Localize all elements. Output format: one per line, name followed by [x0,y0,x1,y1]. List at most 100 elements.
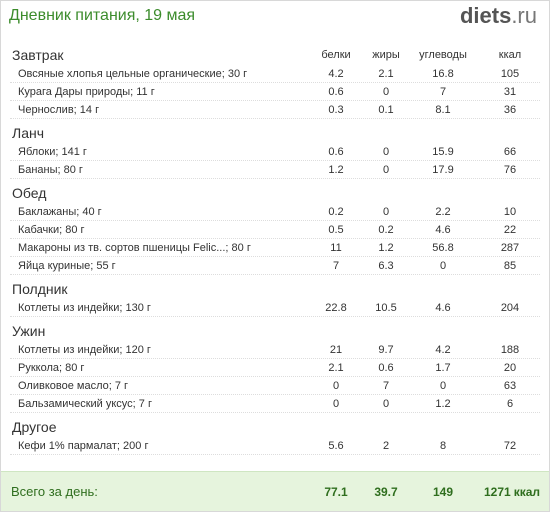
column-header: жиры [372,49,400,61]
nutrient-value: 8 [439,440,447,452]
logo-suffix[interactable]: .ru [511,3,537,28]
food-row: Котлеты из индейки; 130 г 22.8 10.5 4.6 204 [10,299,540,317]
food-name: Кабачки; 80 г [18,224,85,236]
food-name: Овсяные хлопья цельные органические; 30 … [18,68,248,80]
nutrient-value: 0 [332,398,340,410]
logo[interactable]: diets.ru [460,3,537,29]
total-value: 77.1 [324,485,348,499]
food-row: Яйца куриные; 55 г 7 6.3 0 85 [10,257,540,275]
food-name: Котлеты из индейки; 120 г [18,344,151,356]
nutrient-value: 22 [503,224,517,236]
nutrient-value: 8.1 [435,104,451,116]
nutrient-value: 20 [503,362,517,374]
meal-header: Обед [10,183,540,203]
nutrient-value: 10 [503,206,517,218]
food-row: Баклажаны; 40 г 0.2 0 2.2 10 [10,203,540,221]
title: Дневник питания, 19 мая [9,7,196,24]
total-kcal: 1271 [483,485,511,499]
food-name: Макароны из тв. сортов пшеницы Felic...;… [18,242,251,254]
total-unit: ккал [513,485,540,499]
meal-section: Ужин Котлеты из индейки; 120 г 21 9.7 4.2 188… [10,321,540,413]
food-row: Яблоки; 141 г 0.6 0 15.9 66 [10,143,540,161]
nutrient-value: 0 [382,398,390,410]
nutrient-value: 56.8 [432,242,454,254]
food-name: Бальзамический уксус; 7 г [18,398,152,410]
nutrient-value: 10.5 [375,302,397,314]
nutrient-value: 4.6 [435,302,451,314]
nutrient-value: 6.3 [378,260,394,272]
food-row: Руккола; 80 г 2.1 0.6 1.7 20 [10,359,540,377]
food-row: Овсяные хлопья цельные органические; 30 … [10,65,540,83]
food-name: Оливковое масло; 7 г [18,380,129,392]
nutrient-value: 188 [500,344,520,356]
nutrient-value: 0 [382,164,390,176]
column-header: углеводы [419,49,467,61]
nutrient-value: 76 [503,164,517,176]
logo-text[interactable]: diets [459,3,512,28]
nutrient-value: 36 [503,104,517,116]
nutrient-value: 22.8 [325,302,347,314]
meal-header: Другое [10,417,540,437]
food-row: Кабачки; 80 г 0.5 0.2 4.6 22 [10,221,540,239]
food-name: Бананы; 80 г [18,164,83,176]
nutrient-value: 4.6 [435,224,451,236]
meal-name: Завтрак [12,47,64,63]
nutrient-value: 0.2 [328,206,344,218]
meal-section: Завтрак белки жиры углеводы ккал Овсяные хлоп… [10,45,540,119]
nutrient-value: 0 [382,146,390,158]
nutrient-value: 0 [439,260,447,272]
nutrient-value: 0.6 [328,86,344,98]
meal-name: Другое [12,419,57,435]
meal-name: Полдник [12,281,68,297]
total-value: 1271 ккал [477,472,547,511]
nutrient-value: 31 [503,86,517,98]
nutrient-value: 1.7 [435,362,451,374]
nutrient-value: 4.2 [435,344,451,356]
meal-name: Обед [12,185,47,201]
food-row: Оливковое масло; 7 г 0 7 0 63 [10,377,540,395]
meal-header: Полдник [10,279,540,299]
food-row: Курага Дары природы; 11 г 0.6 0 7 31 [10,83,540,101]
nutrient-value: 0 [382,206,390,218]
food-name: Яйца куриные; 55 г [18,260,116,272]
total-label: Всего за день: [11,484,98,499]
meal-name: Ужин [12,323,46,339]
column-header: белки [321,49,351,61]
nutrient-value: 1.2 [378,242,394,254]
food-row: Котлеты из индейки; 120 г 21 9.7 4.2 188 [10,341,540,359]
meal-section: Обед Баклажаны; 40 г 0.2 0 2.2 10 Кабачки; 80 … [10,183,540,275]
nutrient-value: 0.1 [378,104,394,116]
nutrient-value: 0 [382,86,390,98]
nutrient-value: 0.5 [328,224,344,236]
nutrient-value: 1.2 [435,398,451,410]
nutrient-value: 0.3 [328,104,344,116]
nutrient-value: 2.1 [378,68,394,80]
meal-header: Ужин [10,321,540,341]
nutrient-value: 0.6 [328,146,344,158]
food-row: Чернослив; 14 г 0.3 0.1 8.1 36 [10,101,540,119]
nutrient-value: 7 [382,380,390,392]
nutrient-value: 0.2 [378,224,394,236]
nutrient-value: 21 [329,344,343,356]
nutrient-value: 9.7 [378,344,394,356]
nutrient-value: 5.6 [328,440,344,452]
food-name: Яблоки; 141 г [18,146,87,158]
nutrient-value: 7 [439,86,447,98]
nutrient-value: 0 [439,380,447,392]
nutrient-value: 63 [503,380,517,392]
nutrient-value: 72 [503,440,517,452]
nutrient-value: 4.2 [328,68,344,80]
food-name: Баклажаны; 40 г [18,206,102,218]
nutrient-value: 2 [382,440,390,452]
total-value: 39.7 [374,485,398,499]
nutrient-value: 2.1 [328,362,344,374]
nutrient-value: 17.9 [432,164,454,176]
nutrient-value: 0 [332,380,340,392]
nutrient-value: 11 [330,242,342,254]
meal-section: Ланч Яблоки; 141 г 0.6 0 15.9 66 Бананы; 80 г 1… [10,123,540,179]
food-name: Руккола; 80 г [18,362,85,374]
food-row: Макароны из тв. сортов пшеницы Felic...;… [10,239,540,257]
food-row: Бананы; 80 г 1.2 0 17.9 76 [10,161,540,179]
meal-header: Завтрак белки жиры углеводы ккал [10,45,540,65]
